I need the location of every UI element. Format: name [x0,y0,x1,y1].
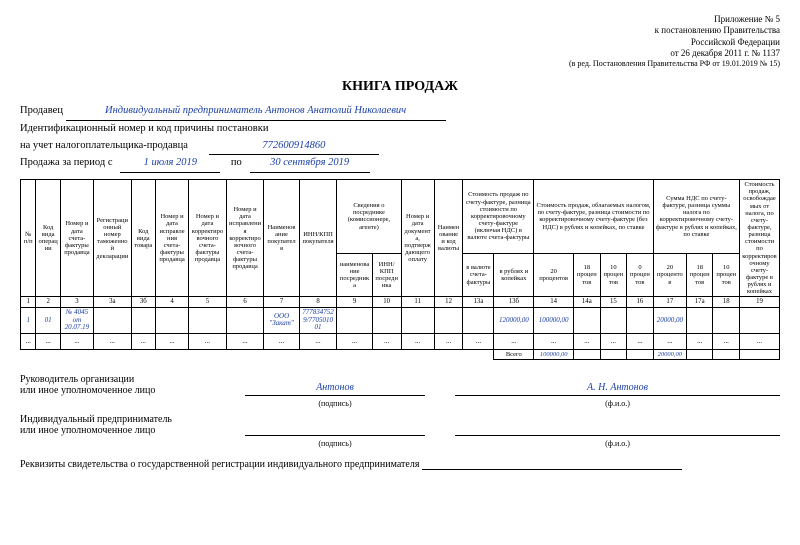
h-c13a: в валюте счета-фактуры [463,253,494,297]
h-c19: Стоимость продаж, освобождаемых от налог… [740,180,780,297]
h-c1: № п/п [21,180,36,297]
h-g1416: Стоимость продаж, облагаемых налогом, по… [534,180,654,253]
h-c3: Номер и дата счета-фактуры продавца [60,180,93,297]
h-c18: 10 процентов [713,253,740,297]
sub-podpis-2: (подпись) [245,439,425,448]
h-c4: Номер и дата исправления счета-фактуры п… [155,180,188,297]
h-c13b: в рублях и копейках [494,253,534,297]
signature-1-fio: А. Н. Антонов [455,382,780,396]
sub-podpis-1: (подпись) [245,399,425,408]
h-c6: Номер и дата исправления корректировочно… [226,180,264,297]
col-number-row: 123 3а3б4 567 8910 111213а 13б1414а 1516… [21,297,780,307]
table-row-dots: ........................ ...............… [21,333,780,349]
attach-l1: Приложение № 5 [20,14,780,25]
h-c7: Наименование покупателя [264,180,299,297]
total-row: Всего 100000,00 20000,00 [21,349,780,359]
period-to-label: по [231,157,242,168]
inn-value: 772600914860 [209,138,379,156]
total-label: Всего [494,349,534,359]
h-c17: 20 процентов [653,253,686,297]
sig-r2a: Индивидуальный предприниматель [20,414,245,425]
seller-value: Индивидуальный предприниматель Антонов А… [66,103,446,121]
period-to: 30 сентября 2019 [250,155,370,173]
h-c2: Код вида операции [36,180,60,297]
req-line [422,456,682,470]
attach-l5: (в ред. Постановления Правительства РФ о… [20,59,780,69]
inn-label-2: на учет налогоплательщика-продавца [20,140,188,151]
h-c3a: Регистрационный номер таможенной деклара… [94,180,132,297]
h-c9: наименование посредника [337,253,372,297]
sig-r1a: Руководитель организации [20,374,245,385]
h-c17a: 18 процентов [686,253,713,297]
seller-label: Продавец [20,105,63,116]
sub-fio-2: (ф.и.о.) [455,439,780,448]
period-from: 1 июля 2019 [120,155,220,173]
period-label: Продажа за период с [20,157,112,168]
inn-label-1: Идентификационный номер и код причины по… [20,121,780,138]
attach-l2: к постановлению Правительства [20,25,780,36]
attach-l3: Российской Федерации [20,37,780,48]
h-c16: 0 процентов [627,253,654,297]
h-c3b: Код вида товара [131,180,155,297]
sig-r1b: или иное уполномоченное лицо [20,385,245,396]
req-label: Реквизиты свидетельства о государственно… [20,459,419,470]
table-row: 101№ 4045 от 20.07.19 ООО "Закат"7778347… [21,307,780,333]
h-g1718: Сумма НДС по счету-фактуре, разница сумм… [653,180,739,253]
attach-l4: от 26 декабря 2011 г. № 1137 [20,48,780,59]
attachment-block: Приложение № 5 к постановлению Правитель… [20,14,780,69]
signature-2-fio [455,422,780,436]
signature-2 [245,422,425,436]
h-c14: 20 процентов [534,253,574,297]
sig-r2b: или иное уполномоченное лицо [20,425,245,436]
h-c11: Номер и дата документа, подтверждающего … [401,180,434,297]
h-g13: Стоимость продаж по счету-фактуре, разни… [463,180,534,253]
h-c15: 10 процентов [600,253,627,297]
sub-fio-1: (ф.и.о.) [455,399,780,408]
sales-table: № п/п Код вида операции Номер и дата сче… [20,179,780,360]
h-g910: Сведения о посреднике (комиссионере, аге… [337,180,401,253]
h-c5: Номер и дата корректировочного счета-фак… [189,180,227,297]
h-c14a: 18 процентов [574,253,601,297]
page-title: КНИГА ПРОДАЖ [20,79,780,95]
h-c10: ИНН/КПП посредника [372,253,401,297]
h-c12: Наименование и код валюты [434,180,463,297]
h-c8: ИНН/КПП покупателя [299,180,337,297]
signature-1: Антонов [245,382,425,396]
